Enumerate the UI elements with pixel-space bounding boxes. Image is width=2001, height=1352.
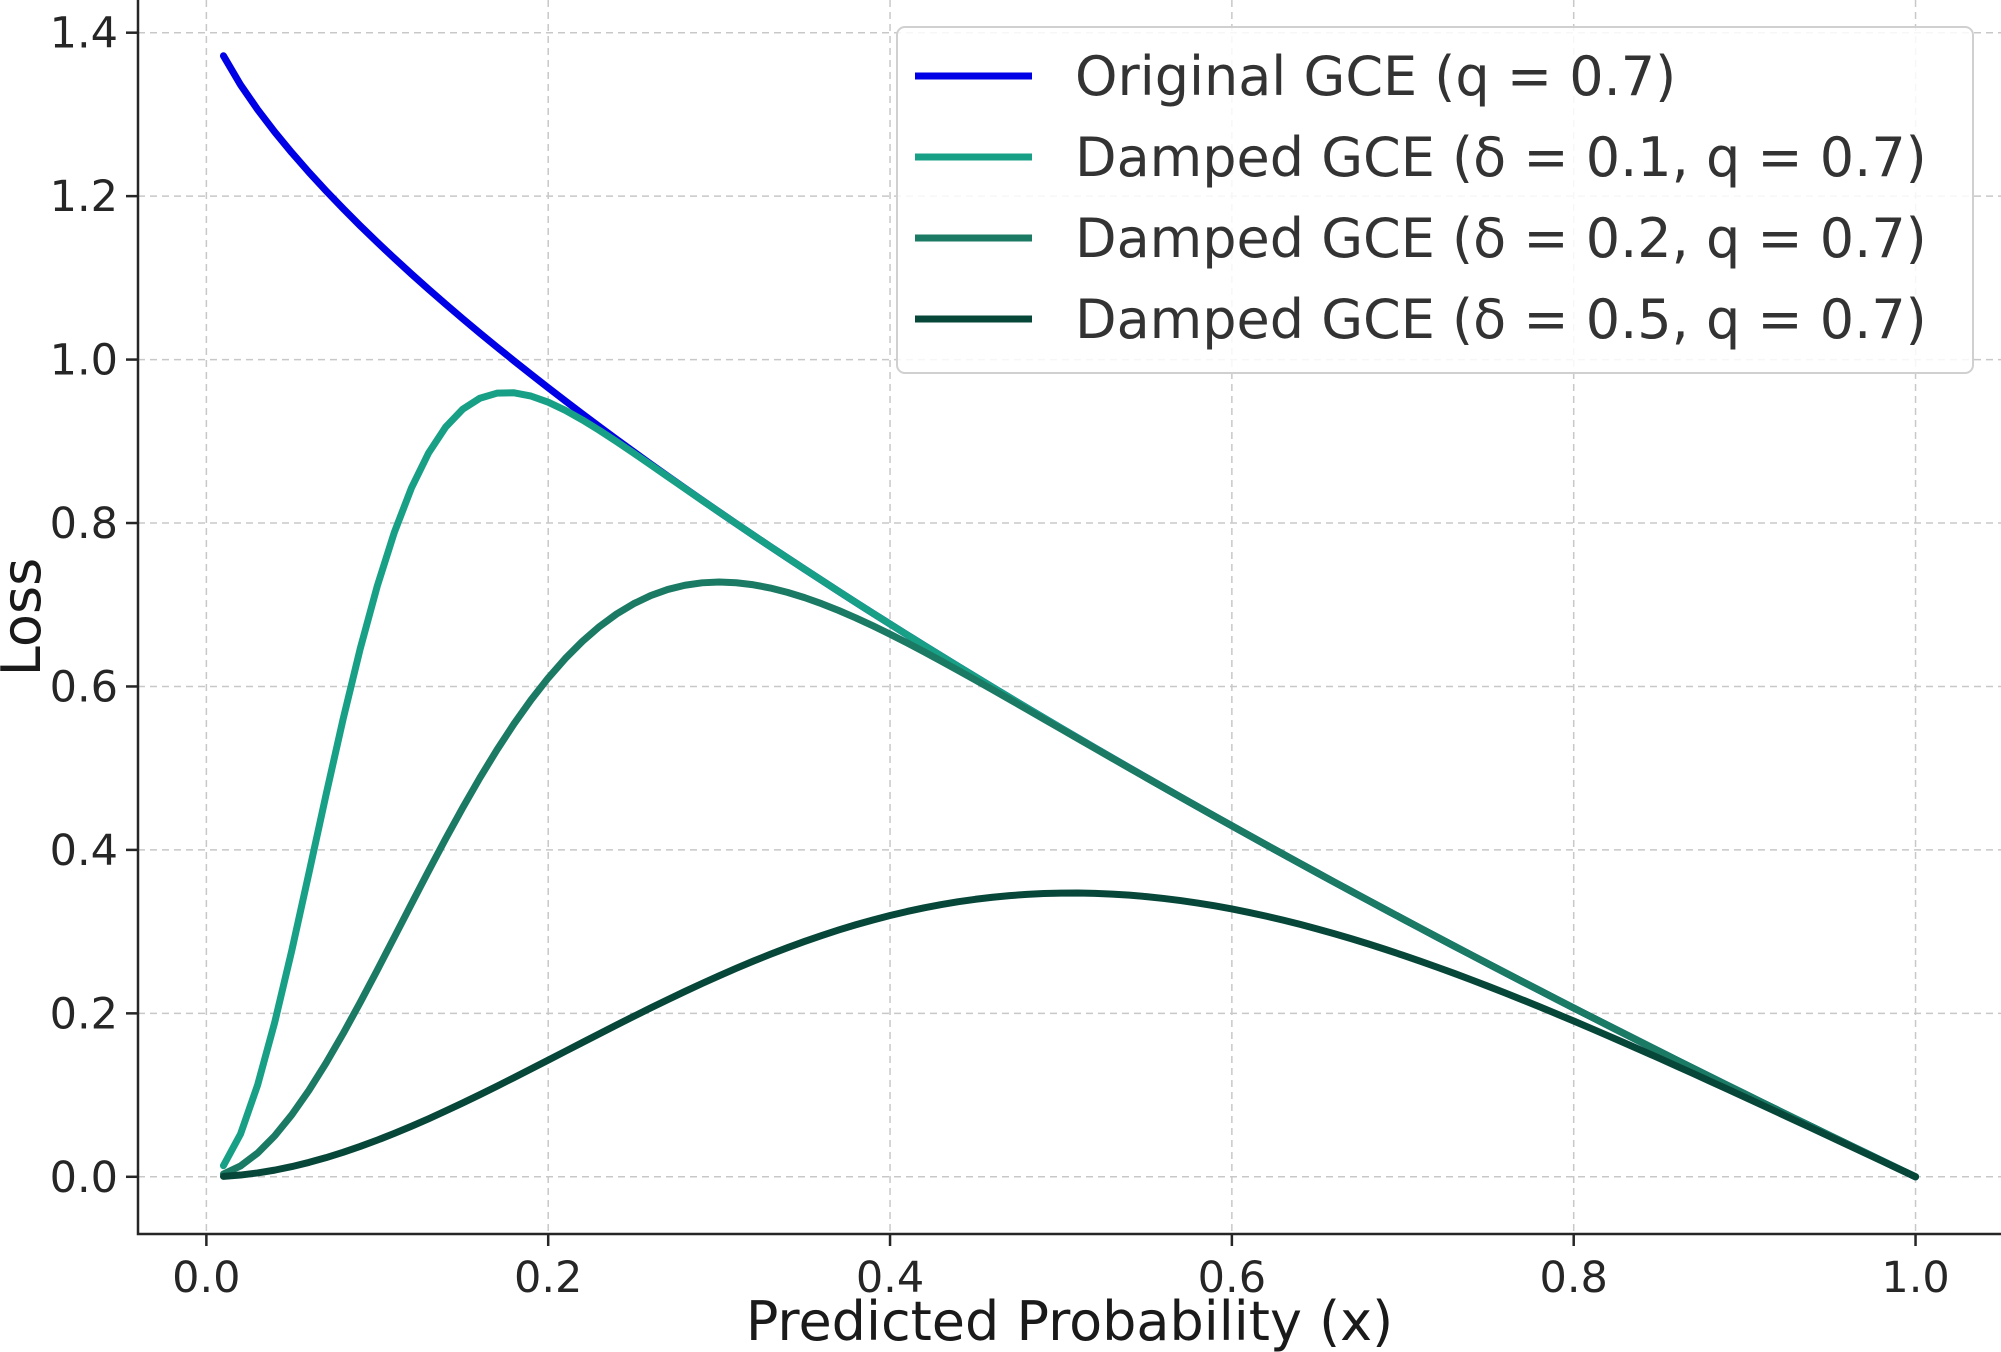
y-tick-label: 0.4 <box>50 826 118 876</box>
y-tick-label: 0.8 <box>50 499 118 549</box>
legend: Original GCE (q = 0.7) Damped GCE (δ = 0.… <box>896 26 1974 374</box>
series-line-2 <box>219 578 1920 1181</box>
x-tick-label: 0.0 <box>172 1253 240 1303</box>
x-tick-label: 0.2 <box>514 1253 582 1303</box>
legend-label: Original GCE (q = 0.7) <box>1075 45 1676 108</box>
y-tick-label: 1.0 <box>50 336 118 386</box>
y-tick-label: 0.2 <box>50 989 118 1039</box>
series-line-3 <box>219 889 1920 1181</box>
y-tick-label: 1.2 <box>50 172 118 222</box>
x-tick-label: 0.6 <box>1198 1253 1266 1303</box>
y-tick-label: 0.6 <box>50 662 118 712</box>
legend-label: Damped GCE (δ = 0.1, q = 0.7) <box>1075 126 1927 189</box>
legend-label: Damped GCE (δ = 0.5, q = 0.7) <box>1075 288 1927 351</box>
x-tick-label: 0.8 <box>1540 1253 1608 1303</box>
y-tick-label: 0.0 <box>50 1153 118 1203</box>
y-tick-label: 1.4 <box>50 9 118 59</box>
y-axis-title: Loss <box>0 558 53 676</box>
x-tick-label: 1.0 <box>1881 1253 1949 1303</box>
series-layer <box>219 52 1920 1181</box>
axis-spine <box>136 0 2001 1236</box>
x-axis-ticks: 0.0 0.2 0.4 0.6 0.8 1.0 <box>172 1234 1950 1303</box>
y-axis-ticks: 0.0 0.2 0.4 0.6 0.8 1.0 1.2 1.4 <box>50 9 138 1203</box>
x-tick-label: 0.4 <box>856 1253 924 1303</box>
legend-box <box>896 26 1974 374</box>
x-axis-title: Predicted Probability (x) <box>746 1290 1393 1352</box>
axes <box>136 0 2001 1236</box>
legend-label: Damped GCE (δ = 0.2, q = 0.7) <box>1075 207 1927 270</box>
